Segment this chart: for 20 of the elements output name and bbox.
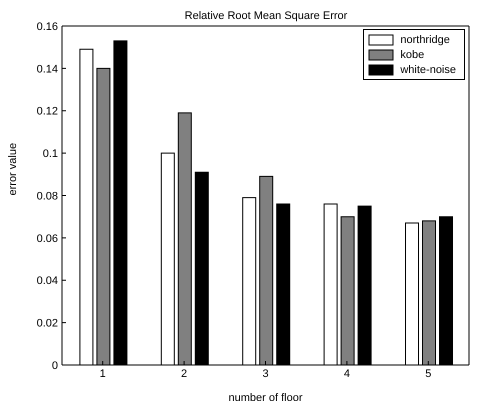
- x-tick-label: 1: [100, 368, 106, 380]
- legend-label: kobe: [400, 48, 424, 60]
- chart-title: Relative Root Mean Square Error: [184, 10, 348, 22]
- y-tick-label: 0.16: [36, 20, 58, 33]
- y-tick-label: 0.06: [36, 232, 58, 245]
- y-tick-label: 0: [52, 360, 58, 372]
- y-tick-label: 0.02: [36, 318, 58, 330]
- x-tick-label: 3: [262, 368, 269, 380]
- x-tick-label: 4: [344, 368, 350, 380]
- legend-label: white-noise: [400, 64, 456, 76]
- y-axis-title: error value: [6, 142, 19, 196]
- x-axis-title: number of floor: [228, 392, 303, 404]
- y-tick-label: 0.1: [42, 148, 58, 160]
- x-tick-label: 2: [181, 368, 188, 380]
- y-tick-label: 0.14: [36, 63, 58, 76]
- y-tick-label: 0.08: [36, 190, 58, 202]
- legend-label: northridge: [400, 34, 450, 46]
- y-tick-label: 0.04: [36, 275, 58, 288]
- y-tick-label: 0.12: [36, 106, 58, 118]
- x-tick-label: 5: [425, 368, 432, 380]
